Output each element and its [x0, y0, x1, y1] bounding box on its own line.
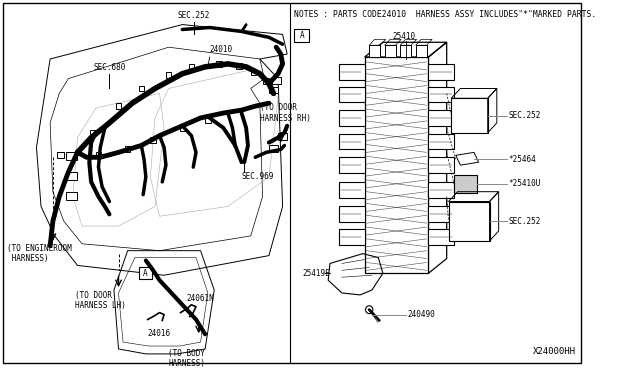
Bar	[264, 78, 269, 84]
Bar	[385, 45, 396, 57]
Bar	[428, 64, 454, 80]
Bar	[189, 64, 194, 70]
Bar	[339, 87, 365, 102]
Bar	[339, 229, 365, 245]
Text: *25410U: *25410U	[509, 179, 541, 188]
Bar	[365, 57, 428, 273]
Text: (TO DOOR
HARNESS RH): (TO DOOR HARNESS RH)	[260, 103, 310, 123]
Bar	[236, 63, 241, 69]
Text: 25410: 25410	[392, 32, 415, 41]
Bar	[369, 45, 380, 57]
Bar	[139, 267, 152, 279]
Bar	[416, 45, 427, 57]
Bar	[269, 145, 278, 153]
Text: A: A	[143, 269, 148, 278]
Bar	[428, 157, 454, 173]
Bar	[449, 202, 490, 241]
Bar	[166, 72, 172, 78]
Text: 240490: 240490	[408, 310, 435, 319]
Bar	[269, 87, 278, 93]
Bar	[339, 64, 365, 80]
Text: SEC.252: SEC.252	[509, 112, 541, 121]
Bar	[451, 98, 488, 133]
Bar	[66, 172, 77, 180]
Text: SEC.969: SEC.969	[241, 172, 274, 181]
Bar	[251, 69, 256, 75]
Bar	[278, 133, 287, 140]
Text: 24061N: 24061N	[187, 294, 214, 303]
Bar	[139, 86, 144, 92]
Text: 25419E: 25419E	[303, 269, 330, 278]
Bar	[271, 77, 281, 84]
Bar	[428, 206, 454, 222]
Bar	[125, 147, 131, 153]
Bar	[150, 137, 156, 142]
Text: SEC.252: SEC.252	[509, 217, 541, 226]
Bar	[66, 192, 77, 199]
Bar	[428, 87, 454, 102]
Text: (TO ENGINEROOM
 HARNESS): (TO ENGINEROOM HARNESS)	[7, 244, 72, 263]
Bar	[428, 182, 454, 198]
Bar	[180, 125, 185, 131]
Bar	[66, 153, 77, 160]
Bar	[205, 117, 211, 123]
Bar	[90, 130, 96, 136]
Bar	[400, 45, 411, 57]
Bar	[96, 153, 101, 158]
Bar	[428, 110, 454, 126]
Text: (TO DOOR
HARNESS LH): (TO DOOR HARNESS LH)	[75, 291, 125, 310]
Bar	[339, 206, 365, 222]
Bar	[56, 153, 64, 158]
Bar	[339, 110, 365, 126]
Text: NOTES : PARTS CODE24010  HARNESS ASSY INCLUDES"*"MARKED PARTS.: NOTES : PARTS CODE24010 HARNESS ASSY INC…	[294, 10, 596, 19]
Text: X24000HH: X24000HH	[533, 347, 576, 356]
Text: 24010: 24010	[210, 45, 233, 54]
Bar	[339, 134, 365, 150]
Bar	[339, 182, 365, 198]
Text: SEC.680: SEC.680	[93, 63, 125, 72]
Bar	[428, 134, 454, 150]
Bar	[116, 103, 121, 109]
Bar	[294, 29, 309, 42]
Text: A: A	[300, 31, 304, 41]
Bar	[454, 175, 477, 193]
Text: SEC.252: SEC.252	[178, 11, 211, 20]
Bar	[339, 157, 365, 173]
Bar	[428, 229, 454, 245]
Text: (TO BODY
HARNESS): (TO BODY HARNESS)	[168, 349, 205, 368]
Text: *25464: *25464	[509, 155, 536, 164]
Text: 24016: 24016	[148, 329, 171, 338]
Bar	[216, 61, 221, 67]
